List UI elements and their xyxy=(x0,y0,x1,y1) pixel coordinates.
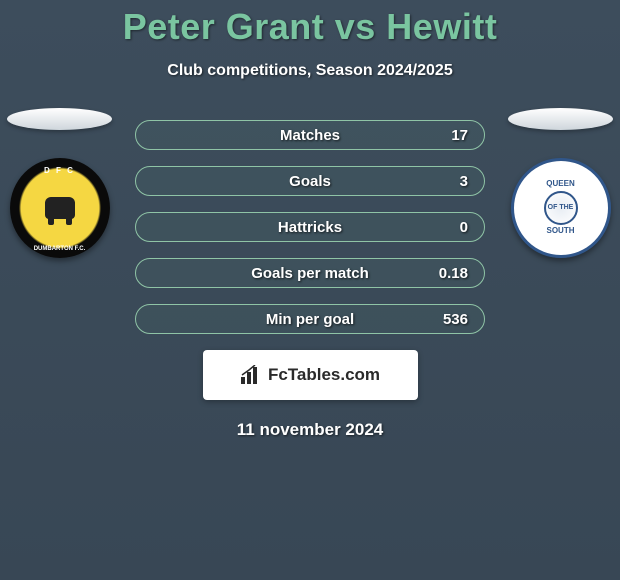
left-player-badge: D F C DUMBARTON F.C. xyxy=(7,108,112,258)
stat-value: 536 xyxy=(443,311,468,328)
stat-row-matches: Matches 17 xyxy=(135,120,485,150)
left-club-crest: D F C DUMBARTON F.C. xyxy=(10,158,110,258)
stat-label: Matches xyxy=(280,127,340,144)
crest-center-emblem: OF THE xyxy=(544,191,578,225)
crest-top-text: D F C xyxy=(44,166,75,175)
right-player-badge: QUEEN OF THE SOUTH xyxy=(508,108,613,258)
stats-list: Matches 17 Goals 3 Hattricks 0 Goals per… xyxy=(135,120,485,334)
stat-value: 0.18 xyxy=(439,265,468,282)
right-player-placeholder xyxy=(508,108,613,130)
dumbarton-crest-inner: D F C DUMBARTON F.C. xyxy=(32,180,88,236)
stat-row-goals-per-match: Goals per match 0.18 xyxy=(135,258,485,288)
stat-label: Goals per match xyxy=(251,265,369,282)
elephant-icon xyxy=(45,197,75,219)
stat-row-min-per-goal: Min per goal 536 xyxy=(135,304,485,334)
crest-bottom-text: DUMBARTON F.C. xyxy=(34,246,86,252)
stat-row-goals: Goals 3 xyxy=(135,166,485,196)
stat-row-hattricks: Hattricks 0 xyxy=(135,212,485,242)
stat-label: Goals xyxy=(289,173,331,190)
crest-line3: SOUTH xyxy=(544,227,578,236)
comparison-content: D F C DUMBARTON F.C. QUEEN OF THE SOUTH … xyxy=(0,120,620,440)
snapshot-date: 11 november 2024 xyxy=(0,420,620,440)
stat-value: 0 xyxy=(460,219,468,236)
left-player-placeholder xyxy=(7,108,112,130)
stat-value: 3 xyxy=(460,173,468,190)
crest-line2: OF THE xyxy=(548,204,574,212)
footer-brand-text: FcTables.com xyxy=(268,365,380,385)
comparison-subtitle: Club competitions, Season 2024/2025 xyxy=(0,62,620,80)
bar-chart-icon xyxy=(240,365,262,385)
crest-line1: QUEEN xyxy=(544,180,578,189)
stat-label: Min per goal xyxy=(266,311,354,328)
footer-brand[interactable]: FcTables.com xyxy=(203,350,418,400)
right-club-crest: QUEEN OF THE SOUTH xyxy=(511,158,611,258)
comparison-title: Peter Grant vs Hewitt xyxy=(0,0,620,48)
stat-label: Hattricks xyxy=(278,219,342,236)
qos-crest-inner: QUEEN OF THE SOUTH xyxy=(544,180,578,236)
stat-value: 17 xyxy=(451,127,468,144)
